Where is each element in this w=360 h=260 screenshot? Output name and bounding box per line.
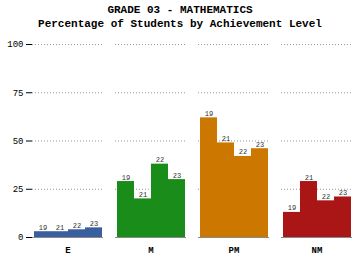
svg-text:M: M	[148, 245, 153, 255]
svg-text:75: 75	[13, 88, 24, 98]
svg-text:23: 23	[256, 140, 264, 148]
svg-text:22: 22	[239, 148, 247, 156]
svg-text:22: 22	[156, 156, 164, 164]
svg-text:21: 21	[56, 223, 64, 231]
svg-text:50: 50	[13, 136, 24, 146]
html-text:GRADE 03 - MATHEMATICS: GRADE 03 - MATHEMATICS	[107, 4, 253, 16]
svg-text:0: 0	[18, 233, 23, 243]
svg-text:19: 19	[288, 204, 296, 212]
svg-text:19: 19	[205, 109, 213, 117]
svg-text:25: 25	[13, 185, 24, 195]
svg-text:21: 21	[139, 190, 147, 198]
svg-text:22: 22	[73, 221, 81, 229]
svg-text:19: 19	[122, 173, 130, 181]
svg-text:23: 23	[173, 171, 181, 179]
svg-text:23: 23	[339, 189, 347, 197]
svg-text:21: 21	[305, 173, 313, 181]
svg-text:23: 23	[90, 219, 98, 227]
svg-text:NM: NM	[312, 245, 323, 255]
svg-text:PM: PM	[229, 245, 240, 255]
svg-text:E: E	[65, 245, 71, 255]
svg-text:19: 19	[39, 223, 47, 231]
svg-text:22: 22	[322, 192, 330, 200]
svg-text:100: 100	[7, 40, 23, 50]
html-text:Percentage of Students by Achi: Percentage of Students by Achievement Le…	[38, 18, 322, 31]
svg-text:21: 21	[222, 135, 230, 143]
